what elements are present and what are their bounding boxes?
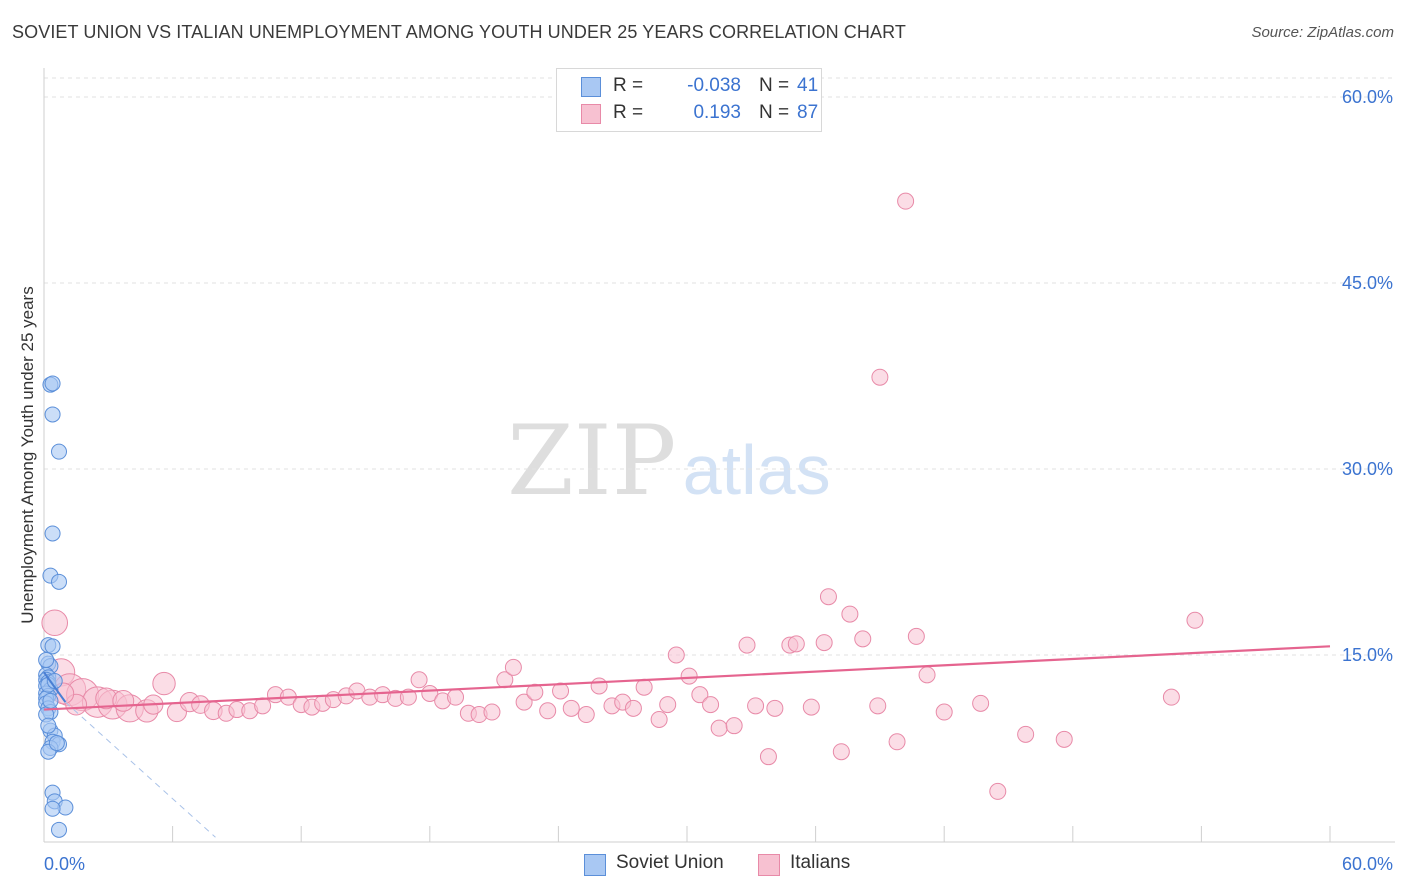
italians-point (871, 368, 889, 386)
italians-point (504, 658, 522, 676)
italians-point (410, 671, 428, 689)
italians-r-value: 0.193 (693, 102, 741, 123)
y-tick-label: 45.0% (1342, 273, 1393, 293)
chart-source: Source: ZipAtlas.com (1251, 24, 1394, 41)
italians-point (590, 677, 608, 695)
italians-point (766, 699, 784, 717)
italians-point (515, 693, 533, 711)
soviet-union-trend-extension (65, 701, 216, 838)
legend-n-label: N = (759, 102, 790, 123)
italians-point (624, 699, 642, 717)
italians-point (552, 682, 570, 700)
y-tick-label: 15.0% (1342, 645, 1393, 665)
italians-point (972, 694, 990, 712)
soviet-union-point (51, 821, 68, 838)
italians-point (447, 688, 465, 706)
soviet-union-r-value: -0.038 (687, 75, 741, 96)
italians-point (854, 630, 872, 648)
soviet-union-point (44, 800, 61, 817)
italians-point (907, 627, 925, 645)
italians-point (1055, 730, 1073, 748)
y-tick-label: 30.0% (1342, 459, 1393, 479)
italians-point (935, 703, 953, 721)
soviet-union-point (42, 692, 59, 709)
italians-point (787, 635, 805, 653)
italians-point (802, 698, 820, 716)
italians-point (112, 689, 135, 712)
italians-point (897, 192, 915, 210)
italians-legend-label: Italians (790, 852, 851, 873)
correlation-legend: R = -0.038 N = 41 R = 0.193 N = 87 (556, 68, 822, 132)
italians-point (691, 686, 709, 704)
italians-point (989, 782, 1007, 800)
italians-point (635, 678, 653, 696)
x-tick-label-min: 0.0% (44, 854, 85, 874)
italians-swatch (581, 104, 601, 124)
y-tick-label: 60.0% (1342, 87, 1393, 107)
italians-point (539, 702, 557, 720)
italians-point (869, 697, 887, 715)
legend-r-label: R = (613, 102, 644, 123)
italians-point (702, 696, 720, 714)
soviet-union-swatch (581, 77, 601, 97)
italians-point (710, 719, 728, 737)
italians-point (759, 748, 777, 766)
italians-point (254, 697, 272, 715)
italians-point (1186, 611, 1204, 629)
italians-point (41, 609, 69, 637)
soviet-union-point (44, 525, 61, 542)
italians-n-value: 87 (797, 102, 819, 123)
series-legend: Soviet Union Italians (0, 852, 1406, 878)
italians-point (738, 636, 756, 654)
soviet-union-point (48, 735, 65, 752)
italians-point (1017, 725, 1035, 743)
italians-point (483, 703, 501, 721)
italians-point (819, 588, 837, 606)
italians-point (832, 743, 850, 761)
italians-point (815, 634, 833, 652)
italians-point (562, 699, 580, 717)
italians-point (650, 710, 668, 728)
chart-title: SOVIET UNION VS ITALIAN UNEMPLOYMENT AMO… (12, 22, 906, 42)
soviet-union-point (51, 573, 68, 590)
soviet-union-point (44, 375, 61, 392)
italians-point (1162, 688, 1180, 706)
italians-point (659, 696, 677, 714)
soviet-union-point (51, 443, 68, 460)
legend-n-label: N = (759, 75, 790, 96)
italians-point (680, 667, 698, 685)
italians-point (888, 733, 906, 751)
soviet-union-legend-label: Soviet Union (616, 852, 724, 873)
soviet-union-legend-swatch (584, 854, 606, 876)
soviet-union-point (44, 638, 61, 655)
italians-point (918, 666, 936, 684)
italians-point (399, 688, 417, 706)
watermark-zip: ZIP (507, 405, 676, 517)
italians-point (841, 605, 859, 623)
soviet-union-trend-line (43, 671, 67, 703)
italians-legend-swatch (758, 854, 780, 876)
italians-point (152, 671, 176, 696)
italians-point (747, 697, 765, 715)
x-tick-label-max: 60.0% (1342, 854, 1393, 874)
italians-point (725, 717, 743, 735)
soviet-union-point (44, 406, 61, 423)
soviet-union-point (38, 651, 55, 668)
watermark-atlas: atlas (683, 431, 831, 509)
soviet-union-n-value: 41 (797, 75, 819, 96)
italians-trend-line (43, 645, 1331, 711)
italians-point (667, 646, 685, 664)
italians-point (577, 706, 595, 724)
italians-point (526, 683, 544, 701)
legend-r-label: R = (613, 75, 644, 96)
soviet-union-point (40, 717, 57, 734)
